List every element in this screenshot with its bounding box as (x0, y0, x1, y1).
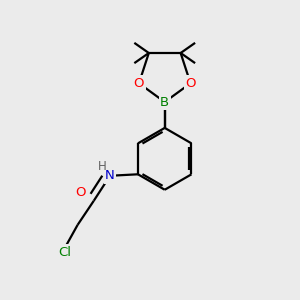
Text: Cl: Cl (58, 245, 71, 259)
Text: O: O (185, 77, 196, 90)
Text: H: H (98, 160, 107, 173)
Text: O: O (134, 77, 144, 90)
Text: O: O (76, 186, 86, 199)
Text: N: N (105, 169, 115, 182)
Text: B: B (160, 95, 169, 109)
